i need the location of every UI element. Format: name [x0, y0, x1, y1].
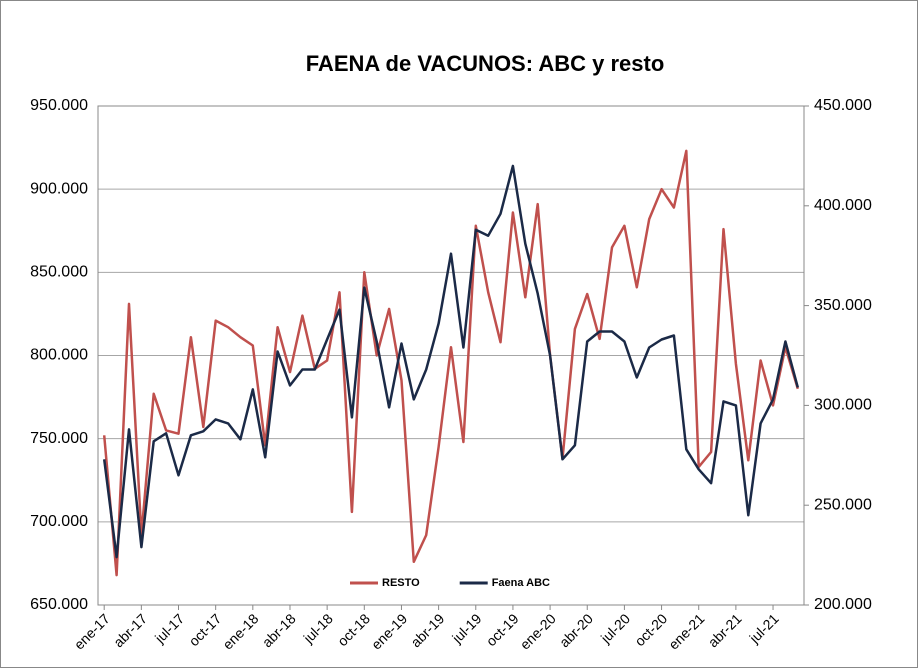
plot-border [97, 105, 805, 606]
chart-title: FAENA de VACUNOS: ABC y resto [306, 51, 665, 76]
y-tick-label: 800.000 [30, 347, 88, 364]
y2-tick-label: 400.000 [814, 197, 872, 214]
y2-tick-label: 300.000 [814, 397, 872, 414]
y-tick-label: 950.000 [30, 97, 88, 114]
series-line [102, 149, 799, 577]
y-tick-label: 750.000 [30, 430, 88, 447]
legend-label: RESTO [382, 577, 420, 589]
y-tick-label: 900.000 [30, 180, 88, 197]
y-tick-label: 650.000 [30, 596, 88, 613]
y-tick-label: 700.000 [30, 513, 88, 530]
series-line [102, 164, 800, 559]
y-tick-label: 850.000 [30, 264, 88, 281]
y2-tick-label: 200.000 [814, 596, 872, 613]
y2-tick-label: 350.000 [814, 297, 872, 314]
legend-label: Faena ABC [492, 577, 550, 589]
y2-tick-label: 450.000 [814, 97, 872, 114]
y2-tick-label: 250.000 [814, 496, 872, 513]
